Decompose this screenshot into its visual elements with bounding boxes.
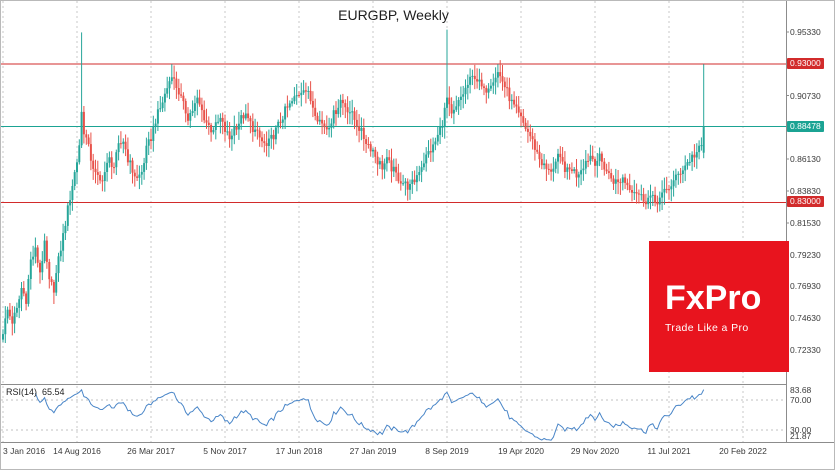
time-tick-label: 27 Jan 2019: [349, 446, 397, 456]
price-tick-label: 0.86130: [790, 154, 821, 165]
time-tick-label: 11 Jul 2021: [647, 446, 691, 456]
current-price-badge: 0.88478: [787, 120, 824, 132]
rsi-indicator-value: 65.54: [42, 387, 65, 397]
candles-group[interactable]: [2, 29, 705, 343]
time-tick-label: 17 Jun 2018: [275, 446, 323, 456]
rsi-line[interactable]: [34, 388, 705, 441]
price-level-badge: 0.83000: [787, 196, 824, 208]
time-tick-label: 14 Aug 2016: [53, 446, 101, 456]
price-tick-label: 0.95330: [790, 27, 821, 37]
rsi-tick-label: 83.68: [790, 385, 812, 395]
rsi-indicator-name: RSI(14): [6, 387, 38, 397]
fxpro-logo-brand-text: FxPro: [665, 278, 762, 317]
time-tick-label: 3 Jan 2016: [3, 446, 46, 456]
time-tick-label: 8 Sep 2019: [425, 446, 469, 456]
time-tick-label: 19 Apr 2020: [498, 446, 544, 456]
price-level-badge: 0.93000: [787, 58, 824, 70]
price-tick-label: 0.76930: [790, 281, 821, 292]
price-tick-label: 0.74630: [790, 313, 821, 324]
fxpro-logo: FxPro Trade Like a Pro: [649, 241, 789, 372]
rsi-tick-label: 21.87: [790, 431, 812, 441]
rsi-tick-label: 70.00: [790, 395, 812, 406]
time-tick-label: 29 Nov 2020: [570, 446, 620, 456]
time-tick-label: 26 Mar 2017: [127, 446, 175, 456]
time-tick-label: 5 Nov 2017: [203, 446, 247, 456]
rsi-indicator-caption: RSI(14) 65.54: [6, 387, 65, 397]
price-tick-label: 0.81530: [790, 217, 821, 228]
rsi-tick-label: 30.00: [790, 424, 812, 435]
price-tick-label: 0.83830: [790, 186, 821, 196]
price-tick-label: 0.90730: [790, 90, 821, 101]
time-tick-label: 20 Feb 2022: [719, 446, 767, 456]
price-tick-label: 0.72330: [790, 345, 821, 355]
price-tick-label: 0.79230: [790, 249, 821, 260]
fxpro-logo-tagline: Trade Like a Pro: [665, 321, 749, 334]
